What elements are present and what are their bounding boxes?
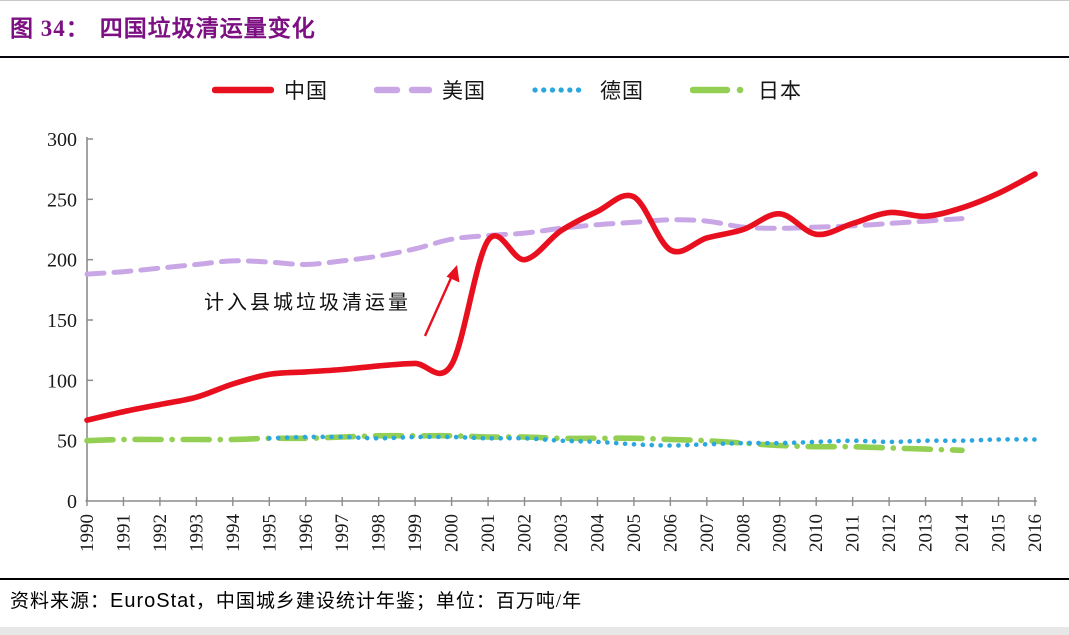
legend-label: 德国 [600,79,644,103]
legend-marker-dash-dot-icon [690,86,748,94]
annotation-arrow-shaft [423,277,453,337]
source-prefix: 资料来源： [10,591,111,612]
title-divider-rule [0,56,1069,58]
series-line-japan [84,432,965,454]
y-axis-tick-label: 50 [57,431,77,453]
y-axis-tick-label: 0 [67,491,77,513]
x-axis-year-label: 2012 [879,514,900,552]
figure-number-label: 图 34： [10,16,90,41]
legend-item-china: 中国 [212,75,328,105]
source-name-eurostat: EuroStat [110,590,196,612]
figure-title-text: 四国垃圾清运量变化 [99,16,316,41]
x-axis-year-label: 2014 [952,514,973,553]
page-bottom-bar [0,627,1069,635]
y-axis-tick-label: 300 [47,129,77,151]
x-axis-year-label: 1999 [405,514,426,552]
series-line-germany [267,434,1038,448]
x-axis-year-label: 1992 [150,514,171,552]
legend-label: 日本 [758,79,802,103]
x-axis-year-label: 2006 [660,514,681,552]
annotation-arrow-head [446,265,460,283]
x-axis-year-label: 2000 [442,514,463,552]
source-note: 资料来源：EuroStat，中国城乡建设统计年鉴；单位：百万吨/年 [10,586,582,613]
source-suffix: ，中国城乡建设统计年鉴；单位：百万吨/年 [195,591,583,612]
x-axis-year-label: 2011 [843,515,864,552]
legend-item-germany: 德国 [532,75,644,105]
x-axis-year-label: 2013 [916,514,937,552]
x-axis-year-label: 1998 [369,514,390,552]
x-axis-year-label: 1993 [186,514,207,552]
x-axis-year-label: 2003 [551,514,572,552]
page-title: 图 34： 四国垃圾清运量变化 [10,9,316,43]
series-line-usa [84,216,965,277]
x-axis-year-label: 1994 [223,514,244,553]
legend-label: 美国 [442,79,486,103]
chart-legend: 中国 美国 德国 日本 [212,75,848,105]
line-chart: 0 50 100 150 200 250 300 1990 1991 1992 1993 1994 19… [47,129,1046,553]
x-axis-year-label: 1991 [113,514,134,552]
legend-marker-dashed-icon [374,86,432,94]
x-axis-year-label: 2001 [478,514,499,552]
y-axis-tick-label: 100 [47,370,77,392]
x-axis-year-label: 2010 [806,514,827,552]
x-axis-year-label: 1990 [77,514,98,552]
legend-marker-dotted-icon [532,87,590,93]
x-axis-year-label: 1995 [259,514,280,552]
y-axis-tick-label: 200 [47,250,77,272]
x-axis-year-label: 2015 [989,514,1010,552]
legend-item-japan: 日本 [690,75,802,105]
series-line-china [84,171,1038,423]
legend-marker-solid-icon [212,86,274,94]
x-axis-year-label: 2004 [587,514,608,553]
x-axis-year-label: 1996 [296,514,317,552]
legend-label: 中国 [284,79,328,103]
x-axis-year-label: 2008 [733,514,754,552]
y-axis-tick-label: 250 [47,189,77,211]
footer-divider-rule [0,578,1069,580]
legend-item-usa: 美国 [374,75,486,105]
y-axis-tick-label: 150 [47,310,77,332]
x-axis-year-label: 2007 [697,514,718,552]
x-axis-year-label: 2009 [770,514,791,552]
x-axis-year-label: 2016 [1025,514,1046,552]
x-axis-year-label: 2002 [515,514,536,552]
x-axis-year-label: 2005 [624,514,645,552]
x-axis-year-label: 1997 [332,514,353,552]
chart-annotation-text: 计入县城垃圾清运量 [204,292,411,314]
